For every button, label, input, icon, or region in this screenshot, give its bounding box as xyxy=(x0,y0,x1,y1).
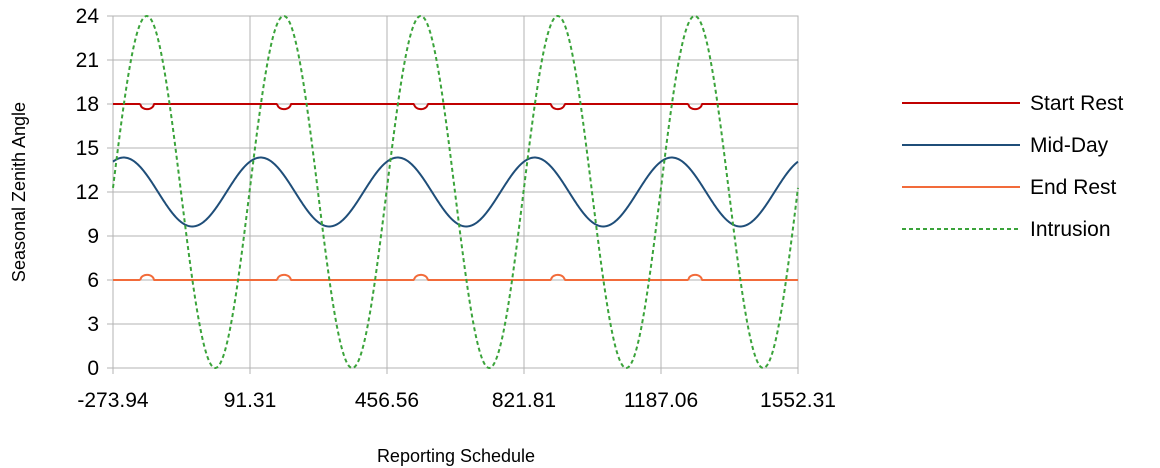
legend-label: Intrusion xyxy=(1030,218,1111,241)
x-tick-label: -273.94 xyxy=(77,389,149,412)
series-line-intrusion xyxy=(112,15,799,369)
x-tick-label: 1187.06 xyxy=(624,389,698,412)
legend-label: Mid-Day xyxy=(1030,134,1109,157)
x-tick-label: 91.31 xyxy=(224,389,277,412)
y-axis-title: Seasonal Zenith Angle xyxy=(9,102,29,282)
x-axis-title: Reporting Schedule xyxy=(377,446,535,466)
series-line-start-rest xyxy=(112,103,799,111)
y-tick-labels: 0 3 6 9 12 15 18 21 24 xyxy=(76,5,100,380)
grid xyxy=(107,15,799,374)
y-tick-label: 24 xyxy=(76,5,100,28)
y-tick-label: 3 xyxy=(87,313,99,336)
legend: Start Rest Mid-Day End Rest Intrusion xyxy=(902,92,1124,241)
series-group xyxy=(112,15,799,369)
x-tick-label: 456.56 xyxy=(355,389,419,412)
y-tick-label: 0 xyxy=(87,357,99,380)
x-tick-label: 1552.31 xyxy=(760,389,836,412)
series-line-mid-day xyxy=(112,156,799,228)
y-tick-label: 18 xyxy=(76,93,99,116)
series-line-end-rest xyxy=(112,273,799,281)
y-tick-label: 9 xyxy=(87,225,99,248)
legend-label: Start Rest xyxy=(1030,92,1124,115)
y-tick-label: 21 xyxy=(76,49,99,72)
x-tick-label: 821.81 xyxy=(492,389,556,412)
x-tick-labels: -273.94 91.31 456.56 821.81 1187.06 1552.31 xyxy=(77,389,836,412)
y-tick-label: 6 xyxy=(87,269,99,292)
y-tick-label: 15 xyxy=(76,137,99,160)
legend-label: End Rest xyxy=(1030,176,1117,199)
y-tick-label: 12 xyxy=(76,181,99,204)
